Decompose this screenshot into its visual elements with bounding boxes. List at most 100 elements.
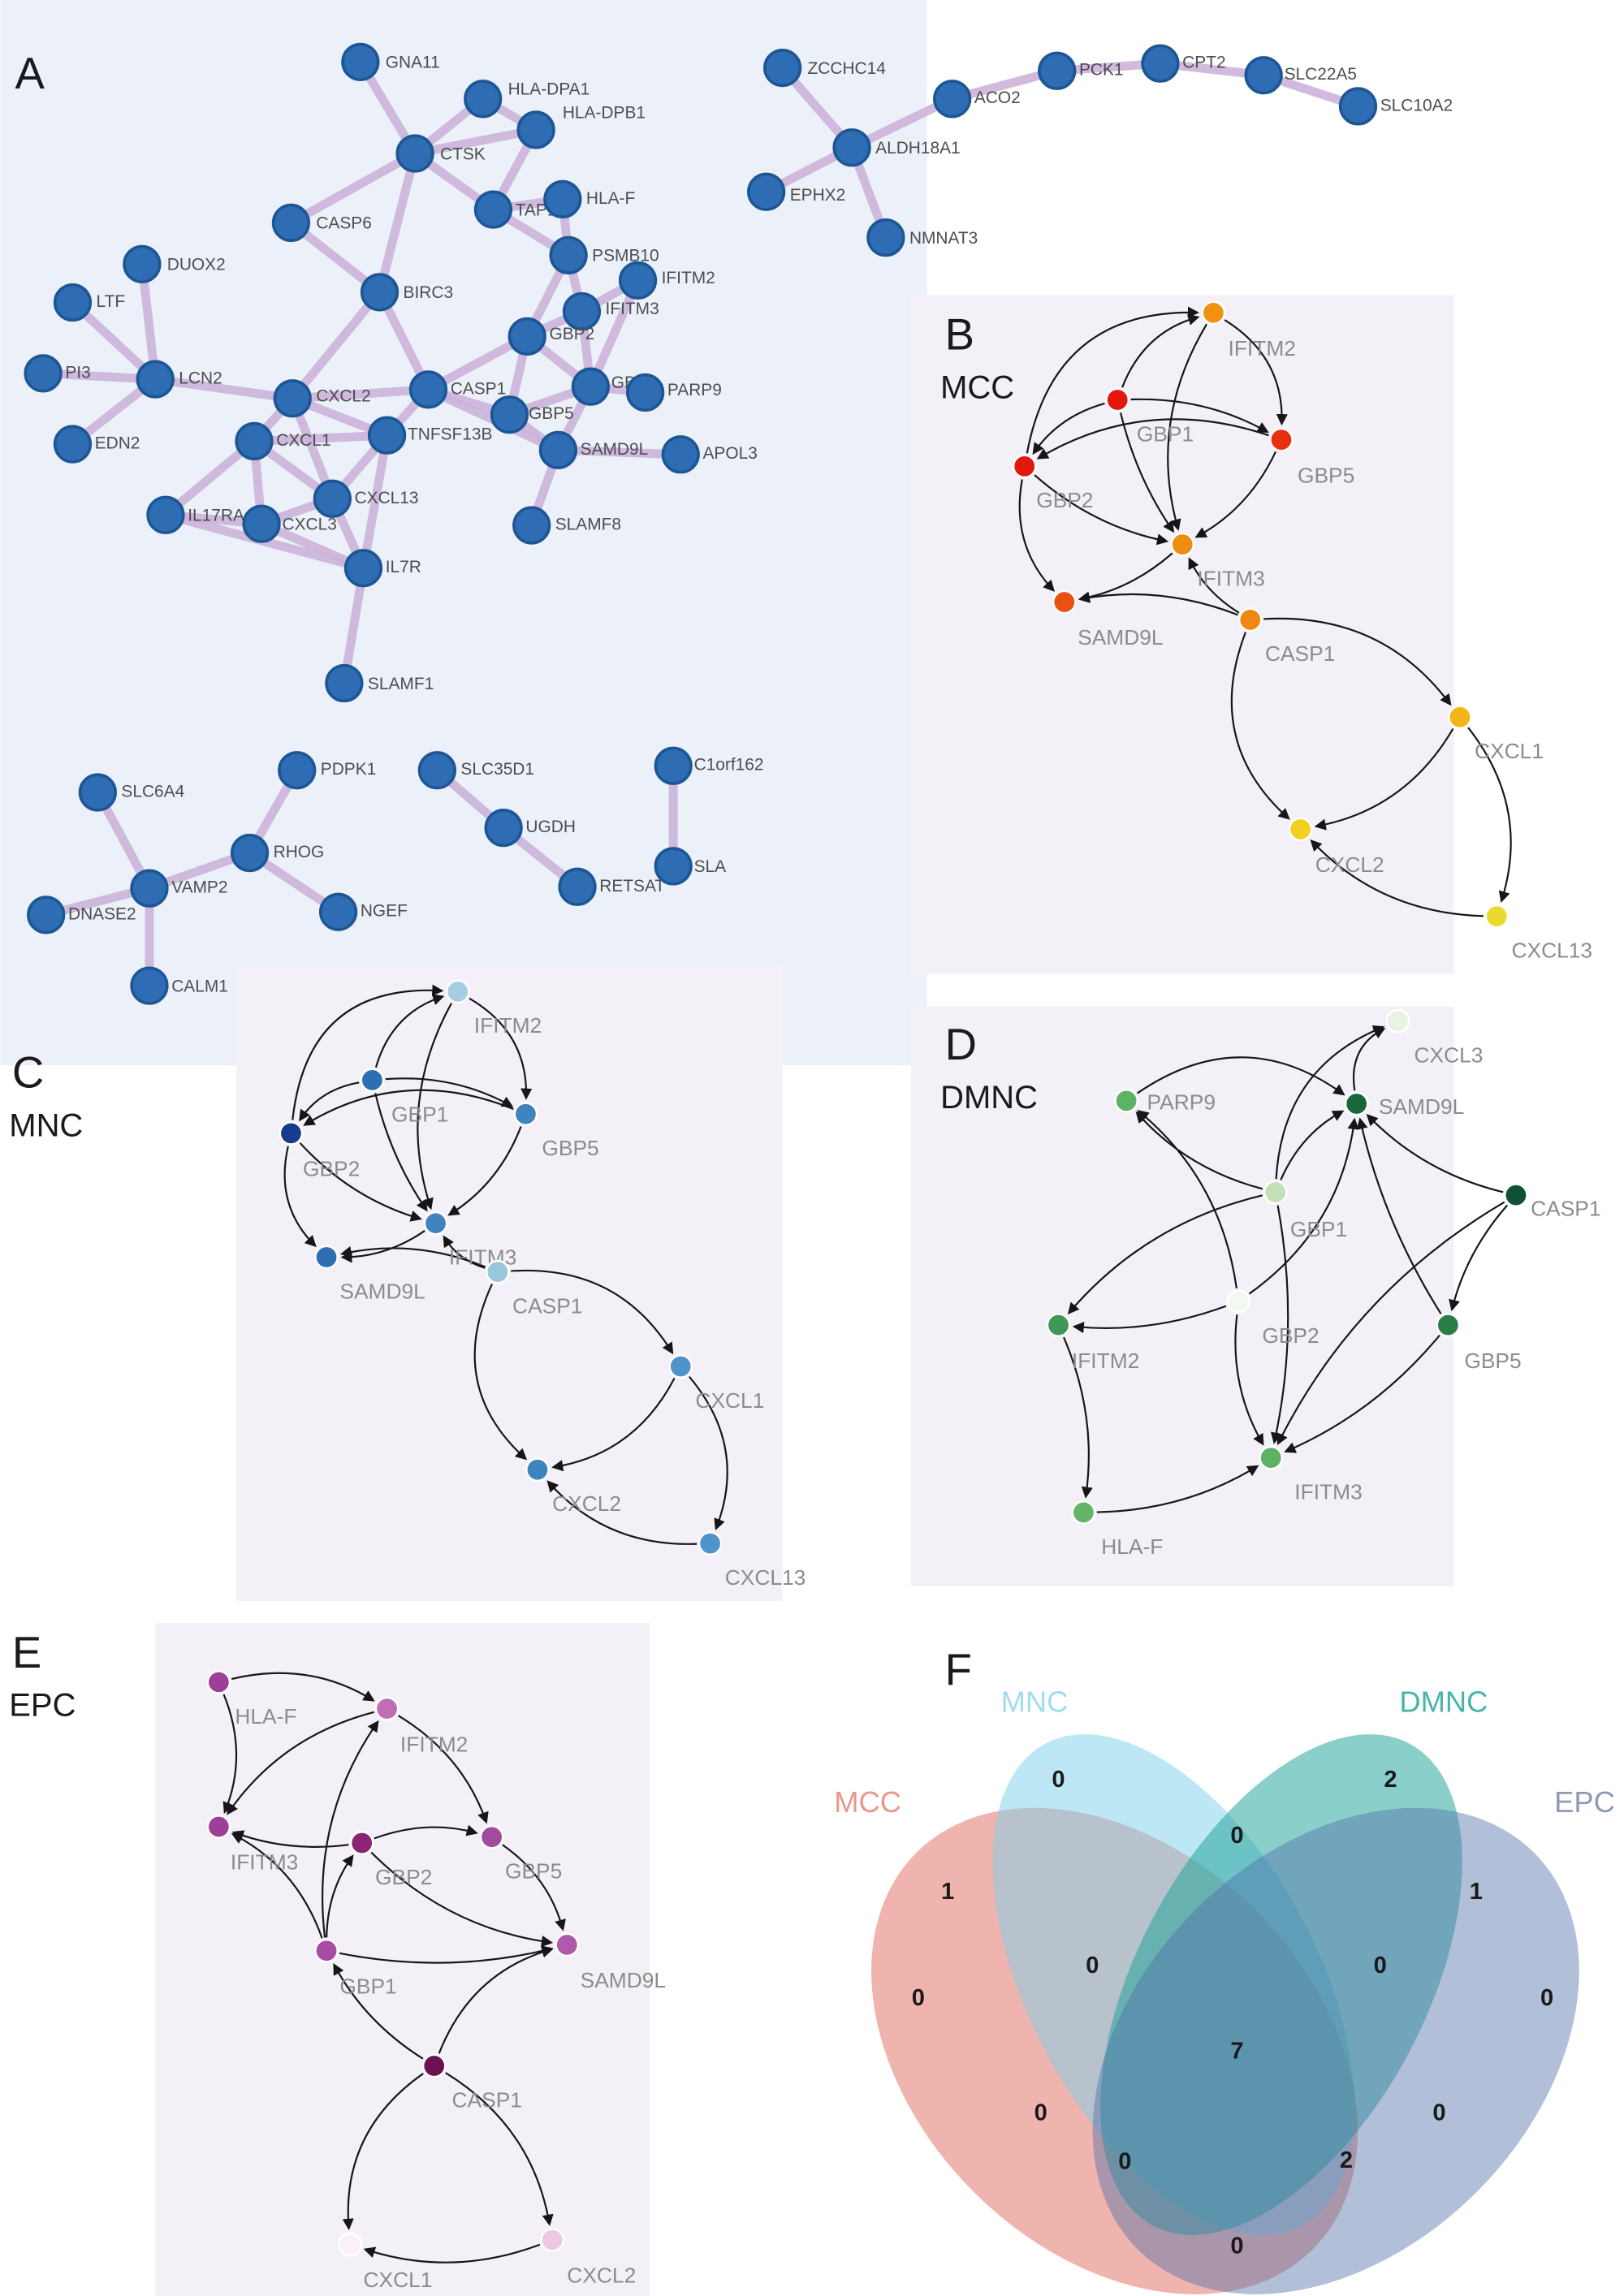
gene-node-HLA-DPB1 [516,110,555,149]
epc-label-CXCL2: CXCL2 [567,2264,636,2288]
ppi-edge-BIRC3-CXCL2 [287,287,384,404]
venn-count-MCC-MNC-DMNC: 0 [1086,1953,1099,1979]
gene-label-GNA11: GNA11 [386,54,440,72]
dmnc-edge-GBP2-PARP9 [1137,1110,1237,1288]
epc-edge-CASP1-SAMD9L [438,1946,554,2054]
gene-label-CXCL13: CXCL13 [355,489,419,507]
gene-node-GBP2 [508,317,546,356]
gene-node-SLA [654,847,693,886]
gene-node-GBP5 [490,395,529,434]
mcc-node-CXCL13 [1484,904,1510,929]
ppi-edge-CTSK-CASP6 [286,149,420,227]
venn-set-label-MNC: MNC [1001,1685,1069,1718]
dmnc-edge-CASP1-GBP5 [1449,1204,1509,1312]
epc-edge-HLA-F-IFITM3 [222,1694,238,1815]
mcc-edge-GBP1-GBP2 [1032,402,1105,455]
gene-node-ACO2 [933,80,972,119]
gene-label-HLA-F: HLA-F [586,189,635,208]
mnc-edge-IFITM2-GBP5 [469,997,533,1100]
mnc-edge-GBP1-IFITM3 [374,1093,428,1212]
epc-edge-GBP2-GBP5 [374,1824,478,1840]
venn-ellipse-EPC [1092,1807,1579,2294]
mcc-edge-CXCL13-CXCL2 [1310,839,1484,917]
mnc-node-GBP1 [360,1068,385,1093]
dmnc-label-GBP5: GBP5 [1464,1349,1521,1373]
panel-f-letter: F [945,1646,972,1695]
mcc-edge-CASP1-SAMD9L [1078,591,1238,616]
mcc-edge-GBP1-GBP5 [1130,398,1269,434]
mnc-node-CASP1 [485,1259,510,1284]
dmnc-node-IFITM2 [1046,1313,1071,1338]
mcc-edge-CXCL1-CXCL13 [1467,727,1512,904]
gene-node-PARP9 [625,373,665,412]
gene-node-TAP1 [473,190,513,229]
panel-a-content: GNA11HLA-DPA1HLA-DPB1CTSKCASP6TAP1HLA-FP… [0,0,1453,1066]
gene-node-NGEF [318,892,358,931]
mcc-edge-layer [1018,306,1512,917]
gene-label-VAMP2: VAMP2 [171,878,227,897]
dmnc-node-HLA-F [1071,1500,1096,1525]
mcc-label-CXCL1: CXCL1 [1475,739,1544,763]
epc-label-SAMD9L: SAMD9L [581,1968,666,1992]
gene-node-RETSAT [558,867,597,906]
gene-label-UGDH: UGDH [525,818,576,836]
gene-node-CXCL13 [313,479,352,518]
gene-node-LTF [53,283,93,322]
dmnc-edge-CASP1-SAMD9L [1366,1114,1504,1193]
mcc-label-CXCL2: CXCL2 [1315,852,1384,877]
dmnc-edge-GBP1-IFITM2 [1067,1194,1263,1314]
mcc-label-IFITM3: IFITM3 [1197,567,1264,591]
dmnc-label-GBP1: GBP1 [1290,1217,1347,1241]
mnc-background [236,966,783,1601]
dmnc-label-GBP2: GBP2 [1262,1323,1319,1348]
dmnc-node-GBP5 [1436,1313,1461,1338]
panel-c-letter: C [12,1047,44,1097]
epc-edge-IFITM2-IFITM3 [227,1711,375,1815]
gene-label-SLAMF1: SLAMF1 [368,675,434,693]
panel-a-letter: A [15,49,45,98]
dmnc-label-IFITM3: IFITM3 [1294,1480,1362,1504]
panel-b-content: IFITM2 GBP1 GBP5 GBP2 IFITM3 SAMD9L CASP1 CXCL1… [910,295,1592,974]
epc-node-CASP1 [421,2053,447,2078]
mcc-edge-GBP2-IFITM3 [1034,474,1169,546]
mcc-label-CASP1: CASP1 [1265,641,1335,666]
gene-label-RHOG: RHOG [274,843,325,861]
gene-label-GBP5: GBP5 [529,404,574,423]
epc-edge-GBP1-IFITM3 [231,1833,323,1939]
gene-node-EDN2 [53,425,93,464]
gene-label-SLA: SLA [694,857,727,876]
mnc-edge-GBP1-IFITM2 [374,994,445,1068]
venn-count-MNC-DMNC-EPC: 0 [1374,1953,1387,1979]
gene-label-IFITM2: IFITM2 [662,269,715,287]
epc-node-CXCL1 [338,2232,363,2257]
mnc-edge-GBP2-IFITM2 [292,984,444,1120]
epc-edge-GBP2-IFITM3 [231,1830,349,1848]
panel-c-method: MNC [9,1107,83,1143]
mcc-edge-CASP1-IFITM3 [1188,557,1240,614]
mcc-edge-GBP2-SAMD9L [1018,479,1056,592]
mcc-node-CXCL2 [1288,817,1313,842]
dmnc-edge-HLA-F-IFITM3 [1096,1465,1259,1513]
dmnc-edge-GBP2-IFITM3 [1234,1314,1264,1446]
gene-node-SLC22A5 [1244,56,1283,95]
mnc-edge-GBP2-IFITM3 [299,1142,422,1222]
venn-count-DMNC-EPC: 1 [1470,1879,1483,1905]
gene-label-ACO2: ACO2 [974,88,1021,107]
epc-node-GBP1 [314,1938,339,1963]
mnc-label-CXCL13: CXCL13 [725,1565,806,1590]
gene-label-CXCL2: CXCL2 [316,386,370,405]
epc-node-SAMD9L [555,1932,580,1957]
panel-d-content: CXCL3 PARP9 SAMD9L CASP1 GBP1 GBP2 GBP5 IFITM2 I… [910,1006,1601,1586]
gene-label-CALM1: CALM1 [171,977,228,995]
gene-label-CXCL1: CXCL1 [276,431,330,450]
mnc-node-GBP2 [279,1120,304,1146]
venn-set-label-EPC: EPC [1554,1785,1615,1819]
dmnc-edge-CASP1-IFITM3 [1276,1201,1505,1446]
venn-set-label-DMNC: DMNC [1399,1685,1488,1718]
gene-label-CTSK: CTSK [440,145,486,163]
mnc-edge-CXCL13-CXCL2 [546,1480,698,1545]
gene-label-SLC35D1: SLC35D1 [460,760,534,779]
gene-node-GNA11 [341,42,380,81]
mnc-edge-layer [283,984,728,1545]
